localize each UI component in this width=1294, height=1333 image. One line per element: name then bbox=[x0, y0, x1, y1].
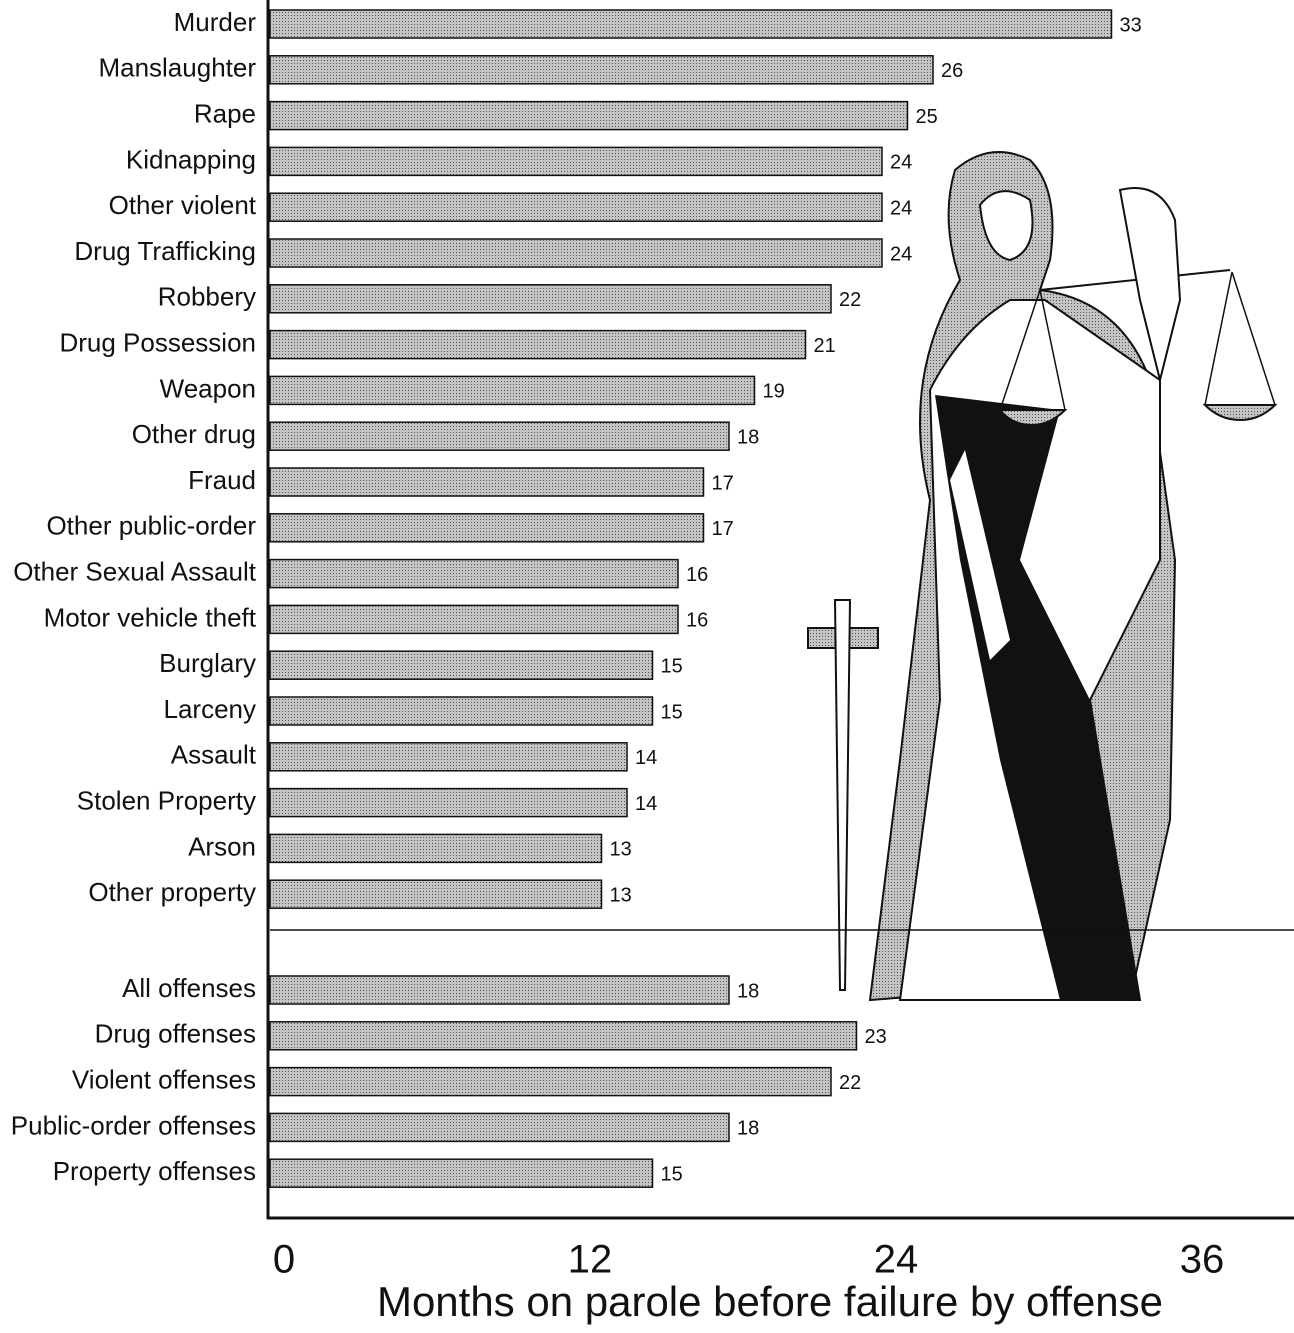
bar bbox=[269, 879, 603, 909]
bar bbox=[269, 787, 628, 818]
y-tick-label: Motor vehicle theft bbox=[44, 602, 257, 632]
y-tick-label: Fraud bbox=[188, 465, 256, 495]
value-label: 15 bbox=[661, 655, 683, 677]
value-label: 24 bbox=[890, 243, 912, 265]
y-tick-label: Weapon bbox=[160, 373, 256, 403]
bar bbox=[269, 467, 705, 497]
y-tick-label: Drug offenses bbox=[95, 1019, 256, 1049]
bar bbox=[269, 604, 679, 635]
y-tick-label: Other violent bbox=[109, 190, 257, 220]
bar bbox=[269, 513, 705, 543]
bar bbox=[269, 975, 730, 1005]
axes bbox=[266, 0, 1294, 1220]
bar bbox=[269, 650, 654, 680]
value-label: 16 bbox=[686, 610, 708, 632]
bar bbox=[269, 55, 934, 85]
bar bbox=[269, 146, 883, 177]
x-tick-label: 12 bbox=[568, 1238, 613, 1282]
y-tick-label: Burglary bbox=[159, 648, 256, 678]
bar bbox=[269, 421, 730, 451]
value-label: 24 bbox=[890, 197, 912, 219]
value-label: 18 bbox=[737, 980, 759, 1002]
bar bbox=[269, 375, 756, 406]
y-tick-label: Other Sexual Assault bbox=[13, 556, 257, 586]
value-label: 14 bbox=[635, 793, 657, 815]
bar bbox=[269, 9, 1113, 39]
bar bbox=[269, 742, 628, 772]
bar bbox=[269, 1158, 654, 1188]
y-tick-label: Drug Possession bbox=[59, 327, 256, 357]
y-tick-label: Other property bbox=[88, 877, 256, 907]
bar bbox=[269, 696, 654, 726]
value-label: 19 bbox=[763, 381, 785, 403]
value-label: 18 bbox=[737, 1118, 759, 1140]
y-tick-label: Arson bbox=[188, 831, 256, 861]
value-label: 13 bbox=[610, 839, 632, 861]
value-label: 17 bbox=[712, 518, 734, 540]
bar bbox=[269, 833, 603, 864]
y-tick-label: Other drug bbox=[132, 419, 256, 449]
value-label: 17 bbox=[712, 472, 734, 494]
y-tick-label: Manslaughter bbox=[98, 53, 256, 83]
y-tick-label: Kidnapping bbox=[126, 144, 256, 174]
y-tick-label: Larceny bbox=[164, 694, 257, 724]
bar bbox=[269, 238, 883, 268]
value-label: 21 bbox=[814, 335, 836, 357]
value-label: 14 bbox=[635, 747, 657, 769]
value-label: 15 bbox=[661, 701, 683, 723]
y-tick-label: Public-order offenses bbox=[11, 1110, 256, 1140]
value-label: 23 bbox=[865, 1026, 887, 1048]
value-label: 22 bbox=[839, 289, 861, 311]
illustration bbox=[270, 151, 1294, 1002]
y-tick-label: Robbery bbox=[158, 282, 256, 312]
y-tick-label: All offenses bbox=[122, 973, 256, 1003]
y-tick-label: Drug Trafficking bbox=[74, 236, 256, 266]
y-tick-label: Rape bbox=[194, 98, 256, 128]
value-label: 15 bbox=[661, 1163, 683, 1185]
value-label: 24 bbox=[890, 152, 912, 174]
bar bbox=[269, 1066, 832, 1097]
bar bbox=[269, 1112, 730, 1143]
value-label: 16 bbox=[686, 564, 708, 586]
x-tick-label: 0 bbox=[273, 1238, 295, 1282]
x-tick-label: 36 bbox=[1180, 1238, 1225, 1282]
y-tick-label: Assault bbox=[171, 740, 257, 770]
y-tick-label: Property offenses bbox=[53, 1156, 256, 1186]
y-tick-label: Stolen Property bbox=[77, 785, 256, 815]
bar bbox=[269, 558, 679, 589]
y-tick-label: Violent offenses bbox=[72, 1064, 256, 1094]
y-tick-label: Other public-order bbox=[46, 511, 256, 541]
value-label: 26 bbox=[941, 60, 963, 82]
bar bbox=[269, 192, 883, 222]
bar bbox=[269, 1021, 858, 1051]
value-label: 13 bbox=[610, 884, 632, 906]
bar bbox=[269, 100, 909, 131]
value-label: 18 bbox=[737, 426, 759, 448]
value-label: 22 bbox=[839, 1072, 861, 1094]
x-tick-label: 24 bbox=[874, 1238, 919, 1282]
y-tick-label: Murder bbox=[174, 7, 257, 37]
value-label: 25 bbox=[916, 106, 938, 128]
x-axis-title: Months on parole before failure by offen… bbox=[377, 1278, 1163, 1325]
bar bbox=[269, 284, 832, 314]
bar bbox=[269, 329, 807, 360]
value-label: 33 bbox=[1120, 14, 1142, 36]
